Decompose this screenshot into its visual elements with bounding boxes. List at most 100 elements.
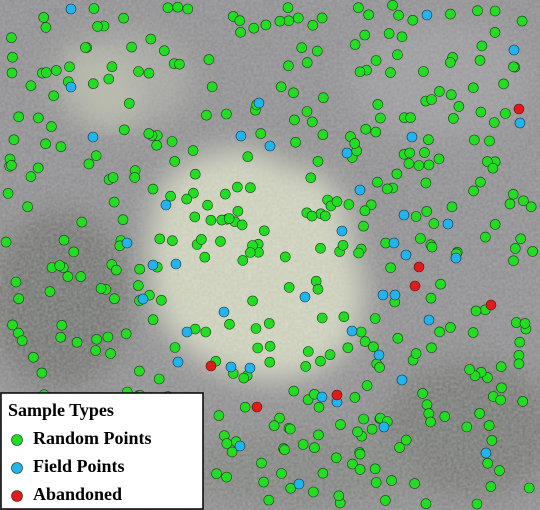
random-point bbox=[144, 68, 154, 78]
random-point bbox=[362, 381, 372, 391]
field-point bbox=[66, 82, 76, 92]
random-point bbox=[302, 58, 312, 68]
abandoned-point bbox=[486, 300, 496, 310]
random-point bbox=[445, 322, 455, 332]
random-point bbox=[37, 368, 47, 378]
random-point bbox=[382, 184, 392, 194]
random-point bbox=[277, 469, 287, 479]
random-point bbox=[259, 477, 269, 487]
random-point bbox=[475, 408, 485, 418]
random-point bbox=[371, 478, 381, 488]
random-point bbox=[317, 313, 327, 323]
random-point bbox=[159, 46, 169, 56]
random-point bbox=[103, 332, 113, 342]
field-point bbox=[347, 326, 357, 336]
random-point bbox=[1, 237, 11, 247]
random-point bbox=[235, 16, 245, 26]
abandoned-point bbox=[206, 361, 216, 371]
random-point bbox=[14, 294, 24, 304]
random-point bbox=[245, 248, 255, 258]
random-point bbox=[212, 469, 222, 479]
random-point bbox=[394, 10, 404, 20]
random-point bbox=[91, 151, 101, 161]
random-point bbox=[475, 55, 485, 65]
random-point bbox=[17, 336, 27, 346]
random-point bbox=[496, 395, 506, 405]
random-point bbox=[393, 333, 403, 343]
field-point bbox=[245, 363, 255, 373]
random-point bbox=[119, 13, 129, 23]
random-point bbox=[257, 458, 267, 468]
legend-label: Random Points bbox=[33, 428, 152, 448]
random-point bbox=[418, 67, 428, 77]
random-point bbox=[355, 67, 365, 77]
random-point bbox=[190, 169, 200, 179]
random-point bbox=[404, 159, 414, 169]
random-point bbox=[518, 396, 528, 406]
random-point bbox=[9, 135, 19, 145]
random-point bbox=[259, 226, 269, 236]
random-point bbox=[490, 27, 500, 37]
random-point bbox=[84, 159, 94, 169]
field-point bbox=[407, 132, 417, 142]
random-point bbox=[471, 306, 481, 316]
random-point bbox=[350, 392, 360, 402]
random-point bbox=[497, 383, 507, 393]
random-point bbox=[41, 139, 51, 149]
random-point bbox=[170, 156, 180, 166]
field-point bbox=[254, 98, 264, 108]
field-point bbox=[451, 253, 461, 263]
random-point bbox=[354, 248, 364, 258]
random-point bbox=[188, 146, 198, 156]
random-point bbox=[253, 343, 263, 353]
random-point bbox=[485, 136, 495, 146]
field-point bbox=[235, 441, 245, 451]
random-point bbox=[410, 479, 420, 489]
field-point bbox=[390, 290, 400, 300]
random-point bbox=[55, 261, 65, 271]
random-point bbox=[303, 347, 313, 357]
random-point bbox=[386, 68, 396, 78]
random-point bbox=[7, 68, 17, 78]
random-point bbox=[421, 499, 431, 509]
random-point bbox=[445, 57, 455, 67]
random-point bbox=[312, 46, 322, 56]
random-point bbox=[232, 182, 242, 192]
random-point bbox=[505, 199, 515, 209]
random-point bbox=[249, 23, 259, 33]
field-point bbox=[337, 226, 347, 236]
field-point bbox=[294, 479, 304, 489]
random-point bbox=[421, 178, 431, 188]
random-point bbox=[520, 318, 530, 328]
random-point bbox=[163, 3, 173, 13]
random-point bbox=[109, 197, 119, 207]
random-point bbox=[297, 43, 307, 53]
random-point bbox=[152, 140, 162, 150]
random-point bbox=[468, 83, 478, 93]
field-point bbox=[265, 141, 275, 151]
random-point bbox=[248, 296, 258, 306]
random-point bbox=[206, 215, 216, 225]
field-point bbox=[138, 294, 148, 304]
random-point bbox=[515, 337, 525, 347]
random-point bbox=[386, 263, 396, 273]
random-point bbox=[63, 272, 73, 282]
random-point bbox=[289, 115, 299, 125]
random-point bbox=[469, 186, 479, 196]
random-point bbox=[284, 16, 294, 26]
random-point bbox=[240, 402, 250, 412]
random-point bbox=[155, 234, 165, 244]
random-point bbox=[355, 464, 365, 474]
random-point bbox=[436, 279, 446, 289]
legend: Sample Types Random PointsField PointsAb… bbox=[1, 393, 203, 509]
random-point bbox=[510, 243, 520, 253]
random-point bbox=[11, 277, 21, 287]
random-point bbox=[426, 293, 436, 303]
random-point bbox=[51, 65, 61, 75]
random-point bbox=[243, 152, 253, 162]
random-point bbox=[45, 287, 55, 297]
field-point bbox=[509, 45, 519, 55]
random-point bbox=[454, 101, 464, 111]
random-point bbox=[517, 16, 527, 26]
random-point bbox=[167, 137, 177, 147]
